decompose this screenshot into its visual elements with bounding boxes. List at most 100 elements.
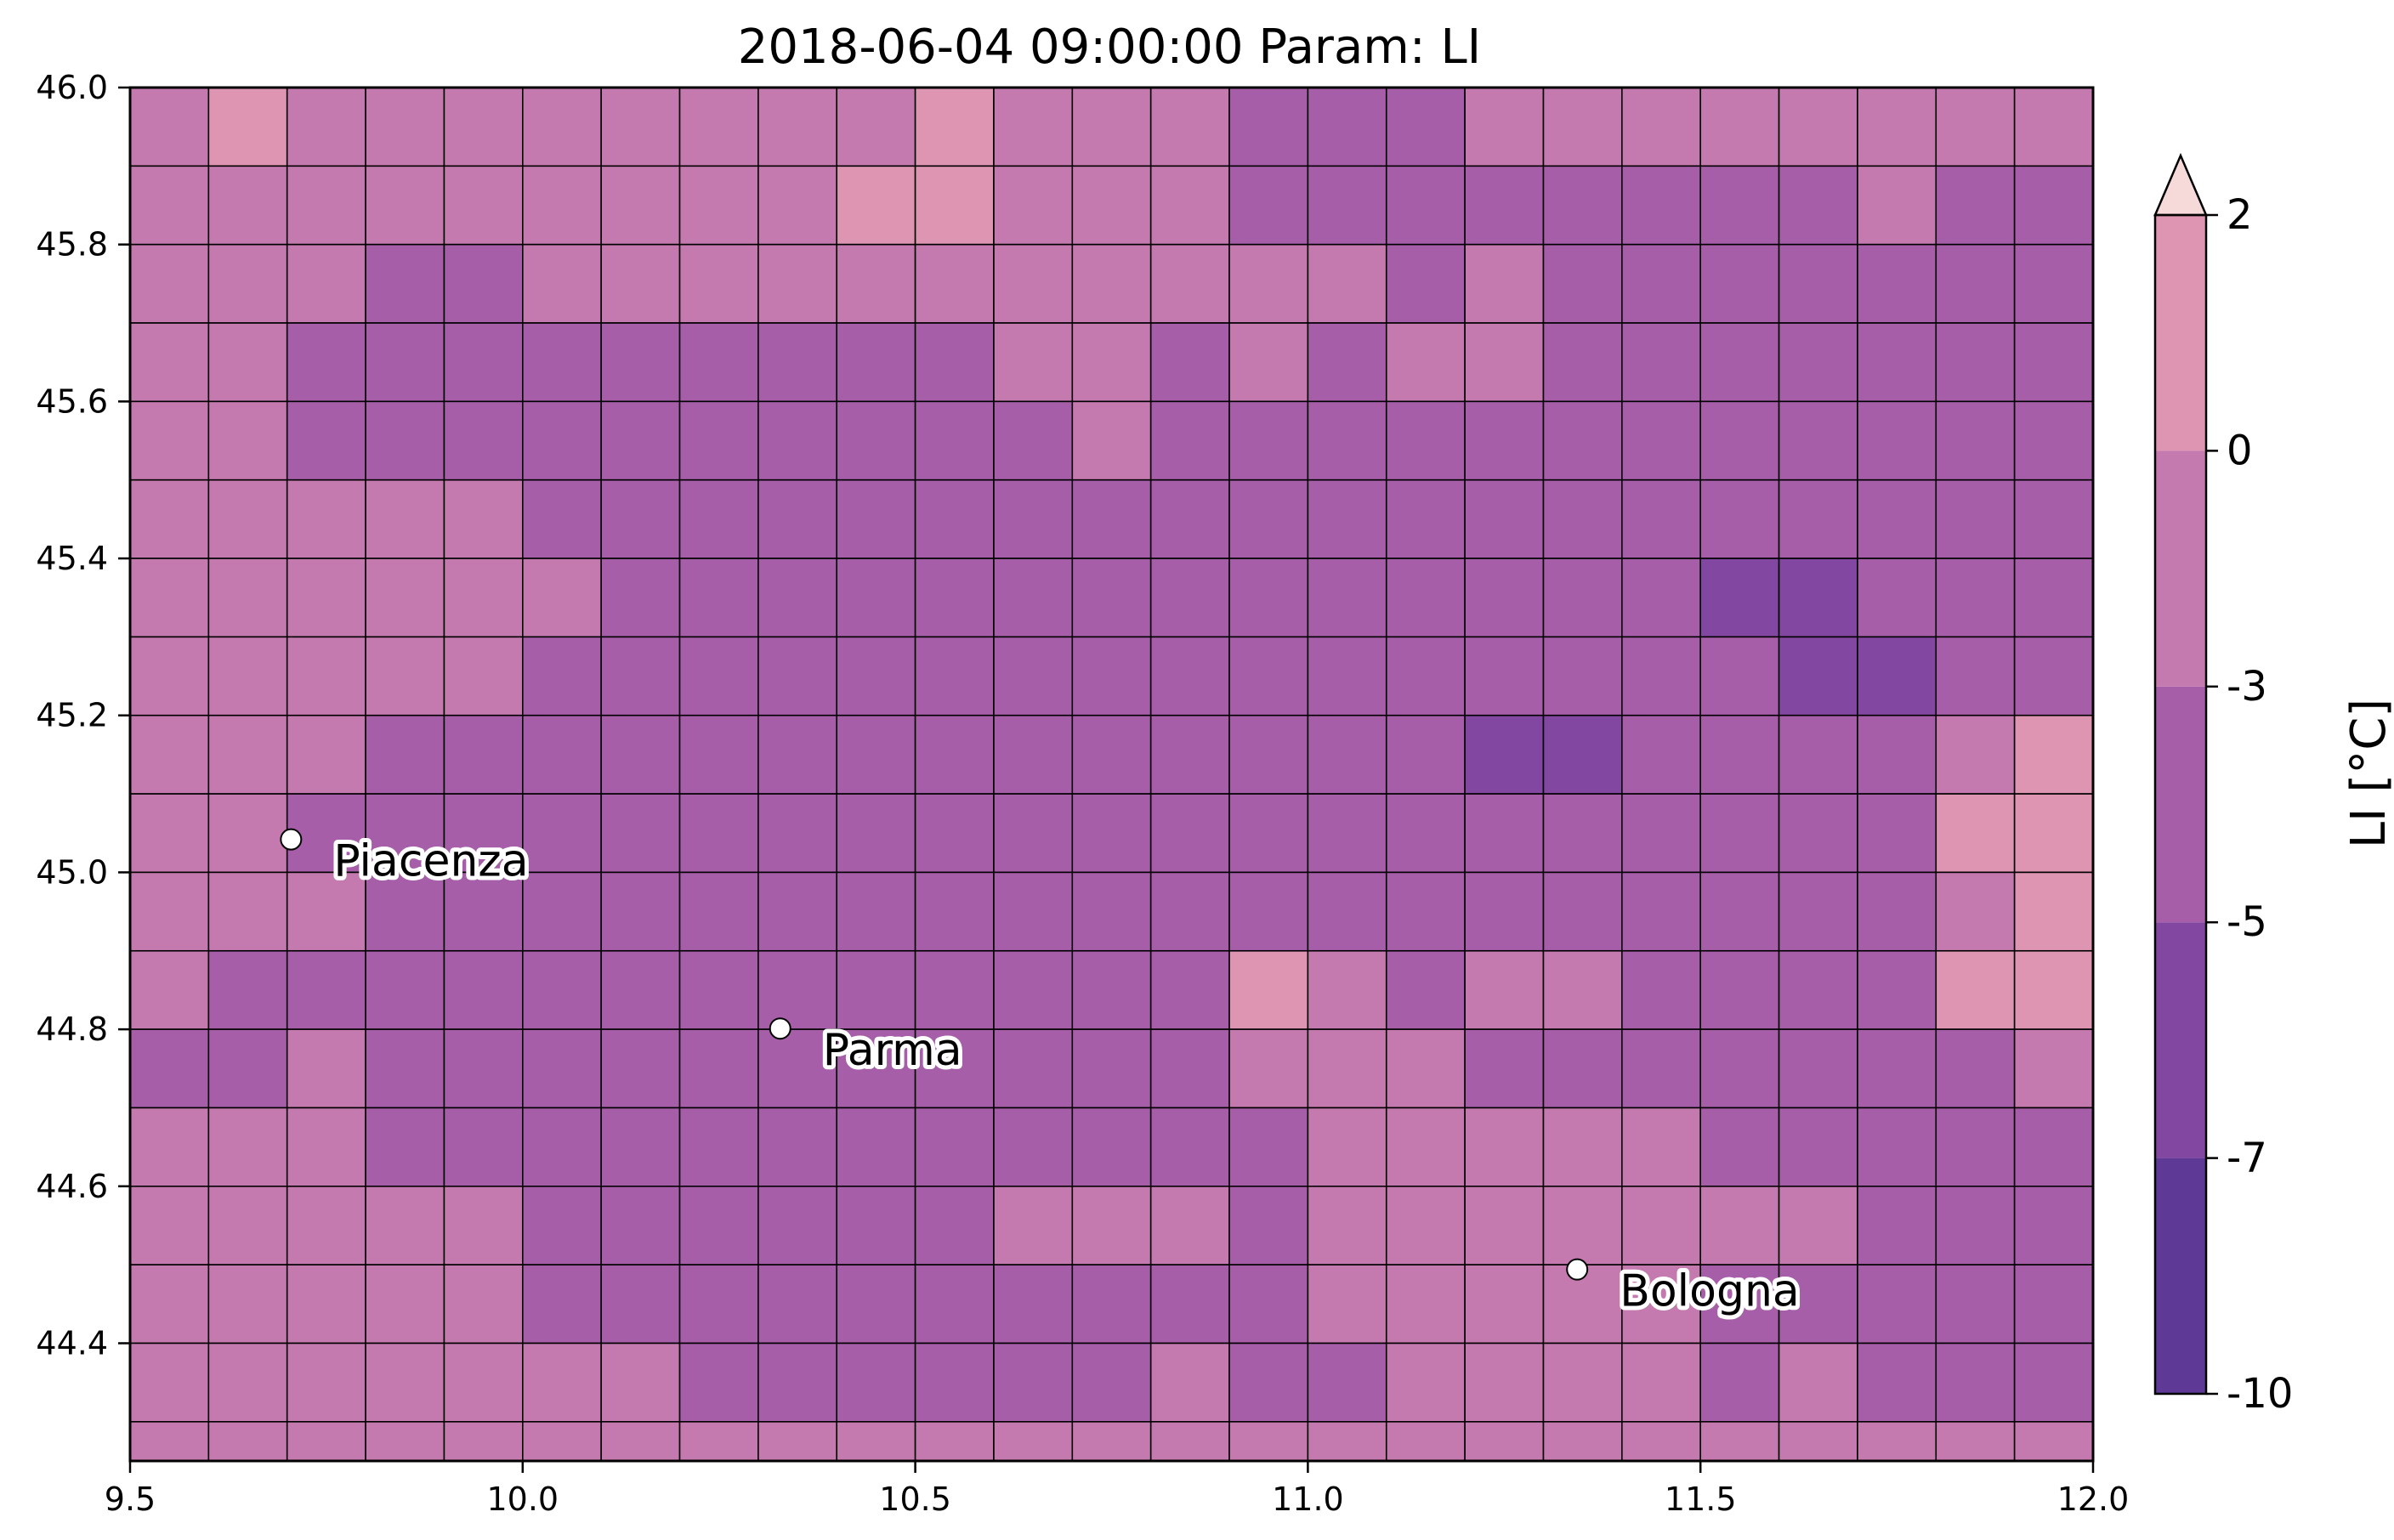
grid-cell: -3.5 <box>1464 165 1545 246</box>
grid-cell: -4.3 <box>1857 871 1937 952</box>
grid-cell: -1.9 <box>600 165 681 246</box>
grid-cell: -4.2 <box>443 322 524 403</box>
grid-cell: -3.6 <box>2013 1264 2094 1345</box>
grid-cell: -3.6 <box>993 1342 1074 1423</box>
grid-cell: -1.9 <box>1228 322 1309 403</box>
grid-cell: -3.7 <box>600 1264 681 1345</box>
city-marker <box>280 828 303 851</box>
grid-cell: -2 <box>1385 1107 1466 1187</box>
grid-cell: -2 <box>1464 1264 1545 1345</box>
grid-cell: -5.4 <box>1778 636 1858 716</box>
grid-cell: -3.7 <box>1464 478 1545 559</box>
grid-cell: 0.3 <box>2013 949 2094 1030</box>
grid-cell: -4.3 <box>836 871 916 952</box>
colorbar-tick-label: -7 <box>2227 1135 2267 1182</box>
y-tick-label: 46.0 <box>36 69 108 106</box>
grid-cell: -3.6 <box>1621 949 1701 1030</box>
grid-cell: -3.3 <box>1307 322 1387 403</box>
grid-cell: -3.6 <box>1464 1028 1545 1109</box>
grid-cell: -1.9 <box>1621 1342 1701 1423</box>
grid-cell: -3.6 <box>836 1107 916 1187</box>
grid-cell: -2.1 <box>521 1421 602 1462</box>
grid-cell: -1.9 <box>1464 87 1545 167</box>
grid-cell: -4.3 <box>2013 1107 2094 1187</box>
grid-cell: -2 <box>286 1028 366 1109</box>
colorbar-tick-label: -10 <box>2227 1370 2293 1418</box>
grid-cell: -1.9 <box>1385 1186 1466 1265</box>
grid-cell: -4.2 <box>1699 636 1780 716</box>
grid-cell: -3.7 <box>1071 1107 1152 1187</box>
colorbar-label: LI [°C] <box>2341 699 2394 848</box>
grid-cell: -2 <box>1385 1342 1466 1423</box>
grid-cell: -3.6 <box>1857 1342 1937 1423</box>
grid-cell: -2.1 <box>365 1264 445 1345</box>
grid-cell: -3.6 <box>1071 478 1152 559</box>
grid-cell: -2.1 <box>207 871 288 952</box>
grid-cell: -3.5 <box>1385 87 1466 167</box>
grid-cell: -4.4 <box>1307 714 1387 795</box>
grid-cell: -3.6 <box>1935 478 2016 559</box>
grid-cell: -3.6 <box>2013 1342 2094 1423</box>
grid-cell: -3.8 <box>1621 478 1701 559</box>
grid-cell: -4.3 <box>836 636 916 716</box>
colorbar-segment <box>2155 215 2206 451</box>
grid-cell: -3.8 <box>678 322 759 403</box>
city-label-shadow: Parma <box>826 1028 966 1079</box>
colorbar-segment <box>2155 922 2206 1158</box>
grid-cell: -3.5 <box>521 478 602 559</box>
grid-cell: -1.9 <box>365 558 445 638</box>
grid-cell: -2.2 <box>129 322 210 403</box>
grid-cell: -2 <box>207 478 288 559</box>
grid-cell: -4.4 <box>993 793 1074 874</box>
city-marker <box>1566 1258 1589 1281</box>
city-label-halo: Parma <box>823 1025 962 1076</box>
grid-cell: -3.6 <box>443 400 524 481</box>
grid-cell: 0.8 <box>2013 793 2094 874</box>
grid-cell: -3.6 <box>757 322 838 403</box>
grid-cell: -4.3 <box>600 478 681 559</box>
grid-cell: -2 <box>1149 1342 1230 1423</box>
grid-cell: -1.8 <box>1149 165 1230 246</box>
grid-cell: -3.7 <box>2013 636 2094 716</box>
grid-cell: -2 <box>600 1421 681 1462</box>
grid-cell: -3.7 <box>1935 1342 2016 1423</box>
grid-cell: -3.8 <box>1778 243 1858 324</box>
grid-cell: -3.8 <box>1542 871 1623 952</box>
grid-cell: -3.7 <box>1857 243 1937 324</box>
grid-cell: -3.7 <box>678 400 759 481</box>
y-tick-label: 44.6 <box>36 1168 108 1205</box>
grid-cell: -3.7 <box>1307 1342 1387 1423</box>
grid-cell: -2 <box>1228 1421 1309 1462</box>
grid-cell: -3.6 <box>1699 1107 1780 1187</box>
grid-cell: -3.7 <box>757 871 838 952</box>
grid-cell: 0.5 <box>2013 714 2094 795</box>
grid-cell: -3.5 <box>1228 1107 1309 1187</box>
y-tick-label: 45.6 <box>36 382 108 420</box>
grid-cell: -4.2 <box>1307 478 1387 559</box>
grid-cell: -3.6 <box>1385 558 1466 638</box>
grid-cell: -3.7 <box>757 1186 838 1265</box>
grid-cell: -5.3 <box>1699 558 1780 638</box>
grid-cell: -4.3 <box>1778 949 1858 1030</box>
grid-cell: -3.5 <box>1149 400 1230 481</box>
grid-cell: -3.5 <box>1935 322 2016 403</box>
grid-cell: -4.5 <box>993 636 1074 716</box>
grid-cell: -2.1 <box>836 1421 916 1462</box>
grid-cell: -2 <box>443 558 524 638</box>
grid-cell: 0.4 <box>1935 949 2016 1030</box>
grid-cell: -3.7 <box>1621 400 1701 481</box>
grid-cell: -3.6 <box>2013 322 2094 403</box>
y-tick-label: 45.0 <box>36 853 108 891</box>
grid-cell: -2 <box>129 871 210 952</box>
grid-cell: -3.6 <box>365 1028 445 1109</box>
grid-cell: -2 <box>914 1421 995 1462</box>
grid-cell: -3.6 <box>836 1028 916 1109</box>
grid-cell: -2.1 <box>678 243 759 324</box>
grid-cell: -2 <box>757 243 838 324</box>
grid-cell: -3.5 <box>1385 243 1466 324</box>
city-label: Bologna <box>1620 1266 1800 1317</box>
grid-cell: -3.7 <box>914 1186 995 1265</box>
grid-cell: -2.3 <box>365 87 445 167</box>
grid-cell: -4.3 <box>1542 558 1623 638</box>
grid-cell: -4.4 <box>1307 636 1387 716</box>
